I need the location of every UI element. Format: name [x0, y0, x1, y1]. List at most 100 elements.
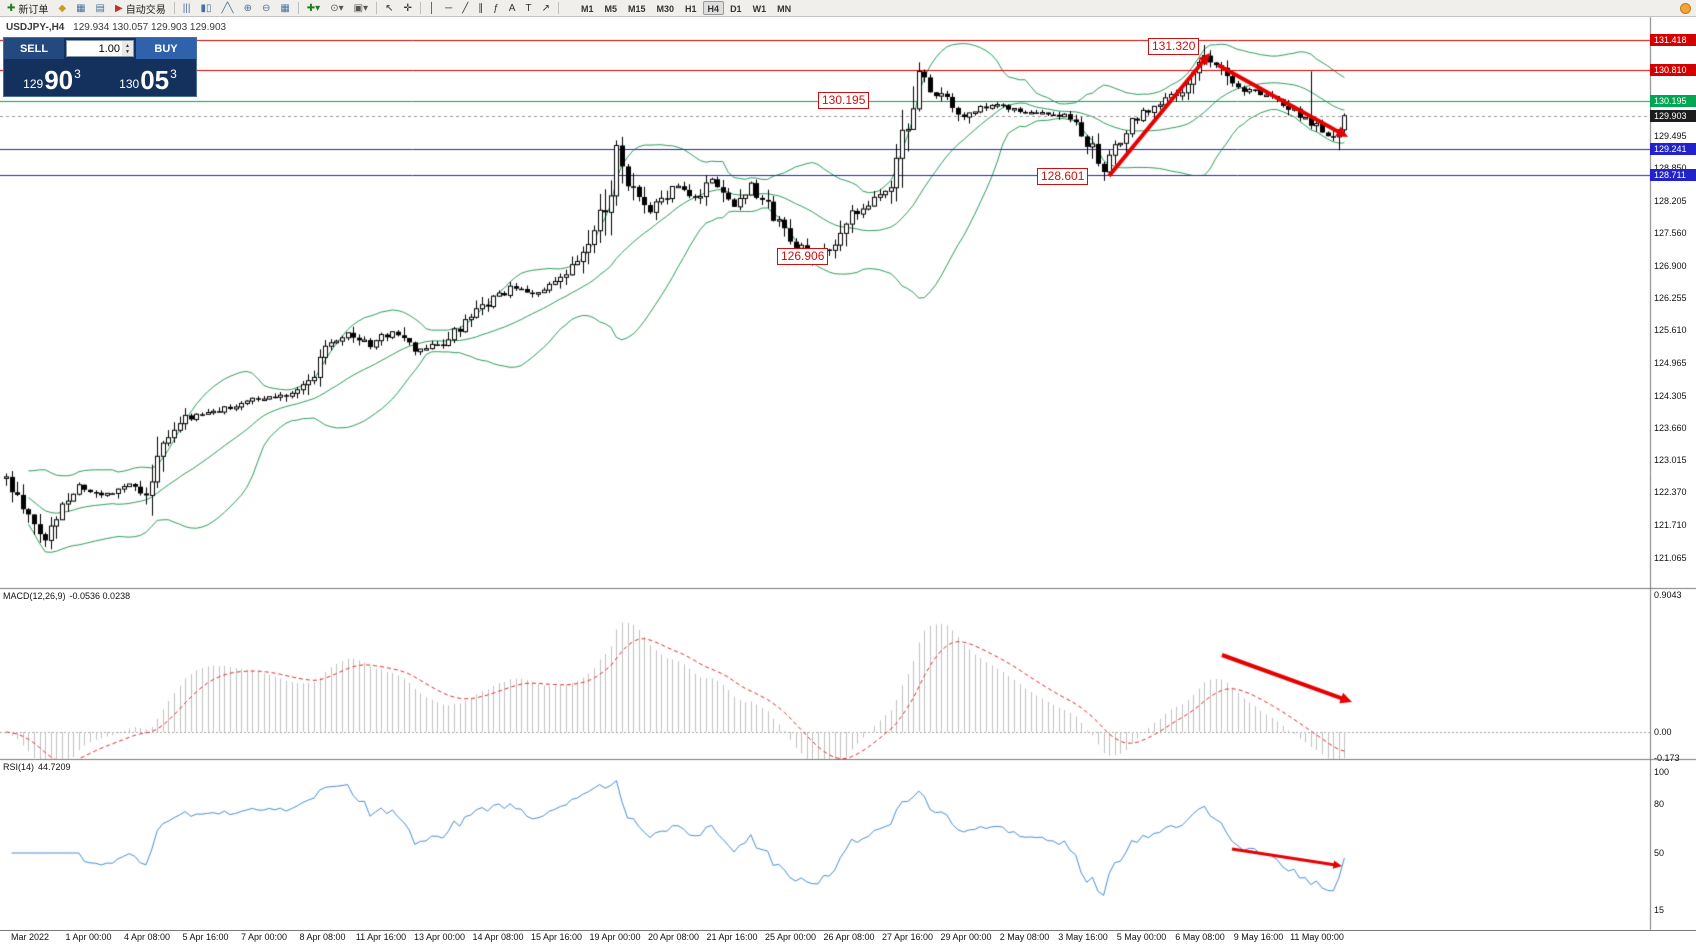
time-axis-label: 3 May 16:00	[1058, 932, 1108, 942]
cursor-icon[interactable]: ↖	[381, 1, 397, 16]
volume-value[interactable]: 1.00	[98, 42, 120, 55]
time-axis-label: 15 Apr 16:00	[530, 932, 583, 942]
volume-up-arrow-icon[interactable]: ▲	[125, 42, 130, 49]
line-chart-icon: ╱╲	[221, 2, 234, 14]
ohlc-values: 129.934 130.057 129.903 129.903	[73, 22, 227, 33]
trendline-icon[interactable]: ╱	[458, 1, 472, 16]
trade-panel-prices: 129 90 3 130 05 3	[4, 59, 196, 96]
sell-price-point: 3	[74, 67, 81, 81]
price-axis[interactable]: 129.495 128.850 128.205 127.560 126.900 126.2…	[1650, 17, 1696, 930]
time-axis-label: 5 Apr 16:00	[182, 932, 229, 942]
macd-label-text: MACD(12,26,9)	[3, 591, 66, 601]
period-selector-icon[interactable]: ⊙▾	[326, 1, 347, 16]
price-axis-tick: 124.965	[1654, 357, 1687, 368]
label-icon[interactable]: T	[521, 1, 535, 16]
timeframe-h4[interactable]: H4	[702, 1, 725, 15]
buy-price[interactable]: 130 05 3	[100, 59, 196, 96]
new-order-button[interactable]: ✚ 新订单	[3, 1, 52, 16]
new-order-icon: ✚	[7, 2, 16, 14]
fibonacci-icon[interactable]: ƒ	[489, 1, 503, 16]
tile-windows-icon[interactable]: ▦	[276, 1, 293, 16]
timeframe-w1[interactable]: W1	[752, 4, 767, 14]
zoom-out-icon: ⊖	[261, 2, 271, 14]
cursor-icon: ↖	[385, 2, 394, 14]
indicator-list-icon: ◆	[58, 2, 67, 14]
zoom-in-icon[interactable]: ⊕	[240, 1, 256, 16]
autotrading-button[interactable]: ▶ 自动交易	[111, 1, 170, 16]
crosshair-icon: ✛	[403, 2, 412, 14]
trade-panel-header: SELL 1.00 ▲ ▼ BUY	[4, 38, 196, 59]
text-icon[interactable]: A	[505, 1, 520, 16]
chart-window-icon: ▦	[76, 2, 86, 14]
period-selector-icon: ⊙▾	[330, 2, 344, 14]
timeframe-m1[interactable]: M1	[580, 4, 594, 14]
timeframe-m5[interactable]: M5	[604, 4, 617, 14]
price-annotation-128.601[interactable]: 128.601	[1037, 168, 1089, 185]
channel-icon[interactable]: ∥	[474, 1, 487, 16]
price-annotation-131.320[interactable]: 131.320	[1148, 38, 1200, 55]
indicator-list-icon[interactable]: ◆	[54, 1, 70, 16]
channel-icon: ∥	[478, 2, 484, 14]
timeframe-d1[interactable]: D1	[730, 4, 742, 14]
price-annotation-130.195[interactable]: 130.195	[818, 92, 870, 109]
sell-price-big-figure: 129	[23, 77, 44, 91]
timeframe-buttons: M1 M5 M15 M30 H1 H4 D1 W1 MN	[576, 1, 796, 15]
volume-down-arrow-icon[interactable]: ▼	[125, 48, 130, 55]
toolbar-items: ✚ 新订单 ◆ ▦ ▤ ▶ 自动交易 ||| ▮▯ ╱╲ ⊕ ⊖ ▦ ✚▾ ⊙▾ ▣▾ ↖ ✛ │ ─ ╱ ∥ ƒ A T ↗	[2, 0, 562, 16]
zoom-out-icon[interactable]: ⊖	[258, 1, 274, 16]
price-annotation-126.906[interactable]: 126.906	[777, 248, 829, 265]
bars-chart-icon[interactable]: |||	[179, 1, 195, 16]
price-tag-128.711: 128.711	[1650, 169, 1696, 182]
symbol-timeframe: USDJPY-,H4	[6, 22, 65, 33]
one-click-trading-panel: SELL 1.00 ▲ ▼ BUY 129 90 3 130 05 3	[3, 37, 197, 97]
navigator-icon[interactable]: ▤	[92, 1, 109, 16]
time-axis-label: Mar 2022	[10, 932, 50, 942]
time-axis-label: 26 Apr 08:00	[823, 932, 875, 942]
timeframe-m30[interactable]: M30	[656, 4, 675, 14]
buy-price-point: 3	[170, 67, 177, 81]
volume-spinner: ▲ ▼	[122, 41, 133, 56]
time-axis-label: 6 May 08:00	[1175, 932, 1225, 942]
new-chart-icon[interactable]: ✚▾	[303, 1, 324, 16]
chart-window-icon[interactable]: ▦	[72, 1, 89, 16]
price-tag-131.418: 131.418	[1650, 34, 1696, 46]
time-axis-label: 11 Apr 16:00	[355, 932, 407, 942]
time-axis[interactable]: Mar 2022 1 Apr 00:00 4 Apr 08:00 5 Apr 16:0…	[0, 930, 1696, 944]
sell-price[interactable]: 129 90 3	[4, 59, 100, 96]
price-axis-tick: 124.305	[1654, 390, 1687, 401]
price-tag-130.810: 130.810	[1650, 64, 1696, 77]
vertical-line-icon: │	[428, 2, 436, 14]
price-axis-tick: 129.495	[1654, 131, 1687, 142]
macd-values-text: -0.0536 0.0238	[69, 591, 131, 601]
vertical-line-icon[interactable]: │	[425, 1, 439, 16]
time-axis-label: 19 Apr 00:00	[589, 932, 641, 942]
sell-button[interactable]: SELL	[4, 38, 64, 59]
price-axis-tick: 122.370	[1654, 487, 1687, 498]
horizontal-line-icon[interactable]: ─	[441, 1, 456, 16]
candles-chart-icon[interactable]: ▮▯	[197, 1, 216, 16]
app-badge-icon[interactable]	[1680, 3, 1691, 14]
toolbar-separator	[376, 2, 378, 14]
macd-axis-tick: 0.9043	[1654, 589, 1682, 600]
time-axis-label: 8 Apr 08:00	[299, 932, 346, 942]
tile-windows-icon: ▦	[280, 2, 290, 14]
time-axis-label: 4 Apr 08:00	[123, 932, 171, 942]
macd-axis-tick: 0.00	[1654, 727, 1672, 737]
crosshair-icon[interactable]: ✛	[399, 1, 415, 16]
toolbar-separator	[297, 2, 299, 14]
time-axis-label: 29 Apr 00:00	[940, 932, 992, 942]
timeframe-m15[interactable]: M15	[628, 4, 646, 14]
buy-button[interactable]: BUY	[136, 38, 196, 59]
label-icon: T	[525, 2, 532, 14]
time-axis-label: 20 Apr 08:00	[647, 932, 700, 942]
volume-field[interactable]: 1.00 ▲ ▼	[66, 40, 134, 57]
template-icon[interactable]: ▣▾	[350, 1, 372, 16]
timeframe-h1[interactable]: H1	[685, 4, 697, 14]
timeframe-mn[interactable]: MN	[777, 4, 792, 14]
bars-chart-icon: |||	[182, 2, 191, 14]
chart-ohlc-overlay: USDJPY-,H4 129.934 130.057 129.903 129.9…	[6, 22, 226, 33]
line-chart-icon[interactable]: ╱╲	[218, 1, 238, 16]
arrows-icon[interactable]: ↗	[538, 1, 554, 16]
